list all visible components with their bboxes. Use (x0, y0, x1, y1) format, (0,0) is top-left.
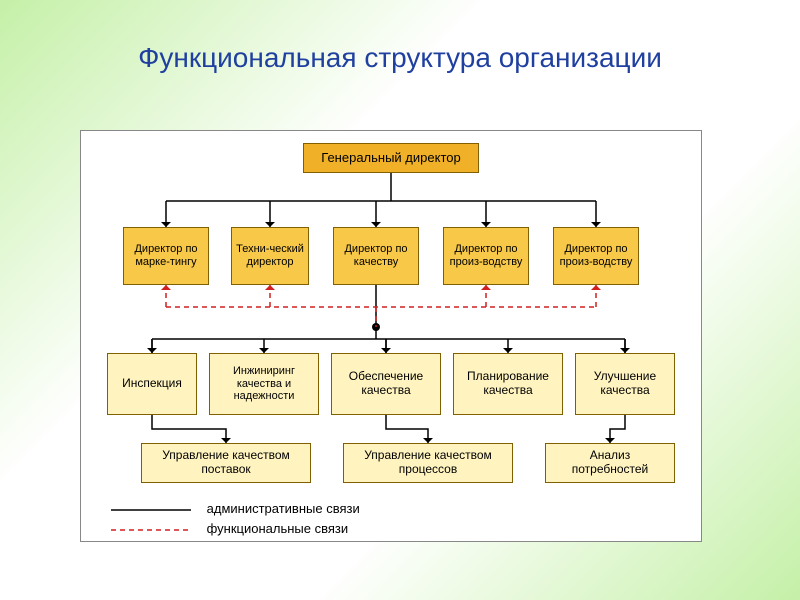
node-b2: Управление качеством процессов (343, 443, 513, 483)
node-q5: Улучшение качества (575, 353, 675, 415)
node-d1: Директор по марке-тингу (123, 227, 209, 285)
slide: Функциональная структура организации адм… (0, 0, 800, 600)
node-top: Генеральный директор (303, 143, 479, 173)
node-d2: Техни-ческий директор (231, 227, 309, 285)
node-d3: Директор по качеству (333, 227, 419, 285)
legend-func: функциональные связи (111, 521, 348, 536)
node-b1: Управление качеством поставок (141, 443, 311, 483)
org-chart: административные связи функциональные св… (80, 130, 702, 542)
node-q1: Инспекция (107, 353, 197, 415)
node-d5: Директор по произ-водству (553, 227, 639, 285)
legend-admin-label: административные связи (207, 501, 360, 516)
node-q3: Обеспечение качества (331, 353, 441, 415)
node-d4: Директор по произ-водству (443, 227, 529, 285)
node-b3: Анализ потребностей (545, 443, 675, 483)
legend-func-label: функциональные связи (207, 521, 349, 536)
legend-admin: административные связи (111, 501, 360, 516)
node-q2: Инжиниринг качества и надежности (209, 353, 319, 415)
node-q4: Планирование качества (453, 353, 563, 415)
page-title: Функциональная структура организации (0, 42, 800, 74)
